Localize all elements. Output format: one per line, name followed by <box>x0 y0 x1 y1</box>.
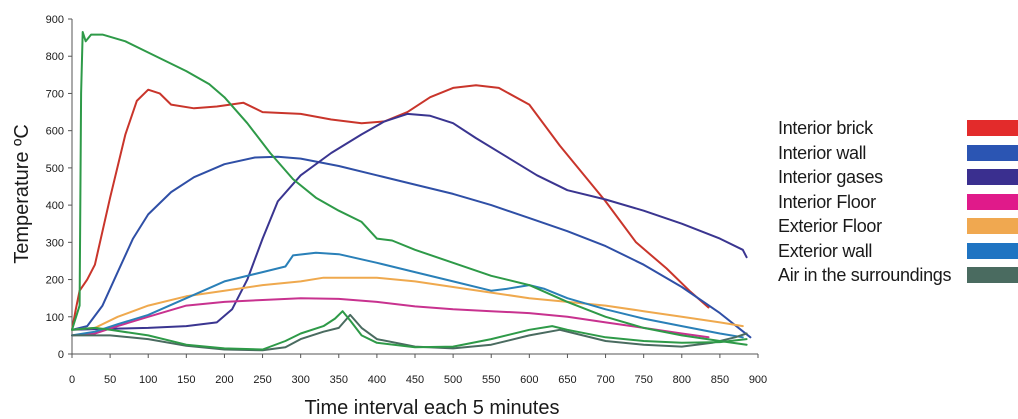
legend-swatch <box>967 218 1018 234</box>
x-tick-label: 200 <box>215 374 233 386</box>
legend-item: Exterior Floor <box>778 214 1018 239</box>
legend-swatch <box>967 267 1018 283</box>
legend-label: Interior brick <box>778 118 873 138</box>
series-line-unlabeled-7 <box>71 31 748 346</box>
y-tick-label: 800 <box>46 51 64 63</box>
y-tick-label: 700 <box>46 88 64 100</box>
legend-item: Interior Floor <box>778 190 1018 215</box>
x-tick-label: 150 <box>177 374 195 386</box>
y-tick-label: 400 <box>46 200 64 212</box>
x-tick-label: 450 <box>406 374 424 386</box>
legend-label: Interior gases <box>778 167 883 187</box>
x-tick-label: 550 <box>482 374 500 386</box>
y-tick-label: 100 <box>46 312 64 324</box>
x-tick-label: 700 <box>596 374 614 386</box>
y-tick-label: 0 <box>58 349 64 361</box>
legend-swatch <box>967 169 1018 185</box>
legend-label: Exterior wall <box>778 240 873 261</box>
legend-item: Interior wall <box>778 141 1018 166</box>
x-tick-label: 500 <box>444 374 462 386</box>
series-line-interior-gases <box>71 112 748 331</box>
legend-swatch <box>967 120 1018 136</box>
y-tick-label: 600 <box>46 126 64 138</box>
x-tick-label: 350 <box>330 374 348 386</box>
legend-label: Air in the surroundings <box>778 265 952 285</box>
chart-series <box>71 31 752 352</box>
series-line-air-in-the-surroundings <box>71 313 748 352</box>
y-tick-label: 300 <box>46 237 64 249</box>
y-tick-label: 500 <box>46 163 64 175</box>
x-tick-label: 300 <box>291 374 309 386</box>
legend-item: Interior gases <box>778 165 1018 190</box>
y-axis-title: Temperature ºC <box>11 124 33 264</box>
x-tick-label: 0 <box>69 374 75 386</box>
legend-item: Air in the surroundings <box>778 263 1018 288</box>
series-line-unlabeled-8 <box>71 310 748 351</box>
legend-label: Exterior Floor <box>778 216 882 236</box>
legend-swatch <box>967 193 1018 210</box>
legend-label: Interior wall <box>778 142 867 163</box>
legend-item: Exterior wall <box>778 239 1018 264</box>
y-tick-label: 200 <box>46 275 64 287</box>
legend-item: Interior brick <box>778 116 1018 141</box>
legend-swatch <box>967 242 1018 259</box>
x-tick-label: 100 <box>139 374 157 386</box>
x-tick-label: 800 <box>673 374 691 386</box>
series-line-interior-floor <box>71 297 710 339</box>
chart-legend: Interior brick Interior wall Interior gase… <box>778 116 1018 288</box>
x-tick-label: 250 <box>253 374 271 386</box>
x-tick-label: 750 <box>634 374 652 386</box>
legend-swatch <box>967 144 1018 161</box>
x-tick-label: 600 <box>520 374 538 386</box>
series-line-exterior-wall <box>71 251 744 339</box>
x-tick-label: 650 <box>558 374 576 386</box>
x-tick-label: 850 <box>711 374 729 386</box>
x-tick-label: 50 <box>104 374 116 386</box>
x-tick-label: 400 <box>368 374 386 386</box>
chart-ticks: 0 100 200 300 400 500 600 700 800 900 0 50 100 150 200… <box>46 14 768 386</box>
series-line-interior-brick <box>71 84 710 331</box>
series-line-exterior-floor <box>71 276 744 331</box>
x-axis-title: Time interval each 5 minutes <box>305 397 560 419</box>
legend-label: Interior Floor <box>778 191 876 212</box>
x-tick-label: 900 <box>749 374 767 386</box>
y-tick-label: 900 <box>46 14 64 26</box>
